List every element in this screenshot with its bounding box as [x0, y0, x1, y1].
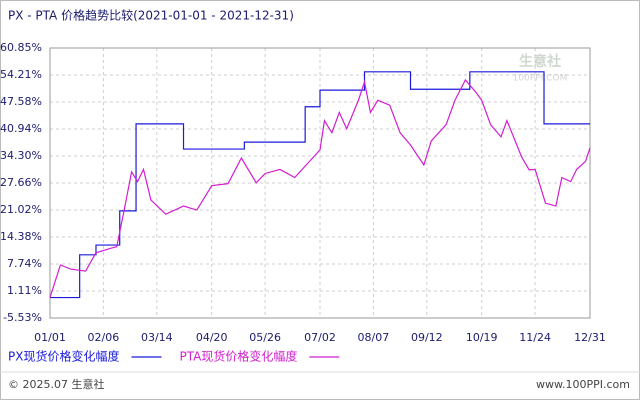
x-tick-label: 02/06 — [88, 331, 120, 344]
x-tick-label: 01/01 — [34, 331, 66, 344]
chart-title: PX - PTA 价格趋势比较(2021-01-01 - 2021-12-31) — [8, 8, 294, 23]
x-tick-label: 05/26 — [249, 331, 281, 344]
watermark: 生意社 — [519, 53, 561, 70]
series-line — [49, 78, 591, 298]
legend-label: PX现货价格变化幅度 — [8, 349, 119, 364]
watermark-sub: 100PPI.COM — [513, 74, 568, 84]
y-tick-label: 14.38% — [0, 230, 42, 243]
x-tick-label: 04/20 — [196, 331, 228, 344]
plot-border — [49, 47, 591, 319]
y-tick-label: 1.11% — [7, 284, 42, 297]
y-tick-label: 47.58% — [0, 95, 42, 108]
y-tick-label: 60.85% — [0, 41, 42, 54]
x-tick-label: 08/07 — [358, 331, 390, 344]
y-tick-label: 54.21% — [0, 68, 42, 81]
y-tick-label: -5.53% — [3, 311, 42, 324]
y-tick-label: 27.66% — [0, 176, 42, 189]
x-tick-label: 11/24 — [519, 331, 551, 344]
x-tick-label: 03/14 — [141, 331, 173, 344]
legend-label: PTA现货价格变化幅度 — [179, 349, 297, 364]
footer-left: © 2025.07 生意社 — [8, 377, 104, 391]
y-tick-label: 34.30% — [0, 149, 42, 162]
x-tick-label: 07/02 — [304, 331, 336, 344]
x-tick-label: 09/12 — [411, 331, 443, 344]
x-tick-label: 10/19 — [466, 331, 498, 344]
x-tick-label: 12/31 — [574, 331, 606, 344]
y-tick-label: 21.02% — [0, 203, 42, 216]
y-tick-label: 40.94% — [0, 122, 42, 135]
footer-right: www.100PPI.com — [536, 378, 630, 391]
y-tick-label: 7.74% — [7, 257, 42, 270]
